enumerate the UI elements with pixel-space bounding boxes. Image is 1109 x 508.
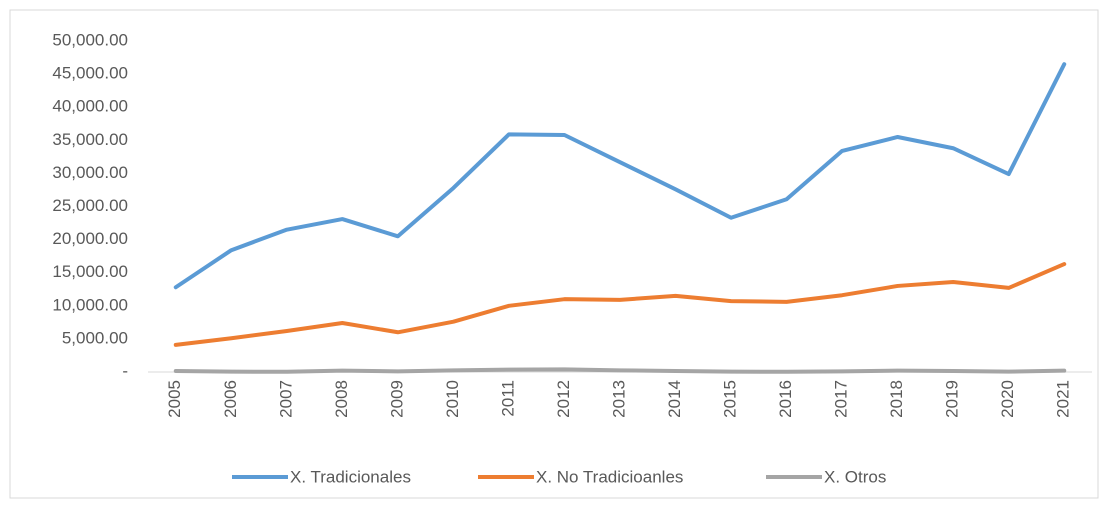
x-tick-label: 2006 xyxy=(221,380,240,418)
line-series xyxy=(173,262,1067,347)
x-tick-label: 2015 xyxy=(721,380,740,418)
x-tick-label: 2017 xyxy=(832,380,851,418)
x-tick-label: 2008 xyxy=(332,380,351,418)
legend-label: X. Tradicionales xyxy=(290,467,411,486)
y-tick-label: 50,000.00 xyxy=(52,30,128,49)
y-tick-label: 30,000.00 xyxy=(52,163,128,182)
x-tick-label: 2021 xyxy=(1054,380,1073,418)
line-series xyxy=(173,367,1067,374)
x-tick-label: 2009 xyxy=(387,380,406,418)
x-tick-label: 2010 xyxy=(443,380,462,418)
y-tick-label: 45,000.00 xyxy=(52,64,128,83)
x-tick-label: 2007 xyxy=(276,380,295,418)
y-tick-label: 10,000.00 xyxy=(52,295,128,314)
x-tick-label: 2005 xyxy=(165,380,184,418)
x-tick-label: 2014 xyxy=(665,380,684,418)
x-tick-label: 2019 xyxy=(943,380,962,418)
x-tick-label: 2011 xyxy=(498,380,517,417)
y-tick-label: 35,000.00 xyxy=(52,130,128,149)
chart-border xyxy=(9,9,1099,499)
legend-label: X. Otros xyxy=(824,467,886,486)
y-tick-label: 5,000.00 xyxy=(62,328,128,347)
legend-label: X. No Tradicioanles xyxy=(536,467,683,486)
y-tick-label: 20,000.00 xyxy=(52,229,128,248)
y-tick-label: 40,000.00 xyxy=(52,97,128,116)
line-series xyxy=(173,62,1067,290)
y-tick-label: 25,000.00 xyxy=(52,196,128,215)
x-tick-label: 2018 xyxy=(887,380,906,418)
x-tick-label: 2016 xyxy=(776,380,795,418)
y-tick-label: 15,000.00 xyxy=(52,262,128,281)
y-tick-label: - xyxy=(122,361,128,380)
x-tick-label: 2012 xyxy=(554,380,573,418)
x-tick-label: 2013 xyxy=(609,380,628,418)
x-tick-label: 2020 xyxy=(998,380,1017,418)
